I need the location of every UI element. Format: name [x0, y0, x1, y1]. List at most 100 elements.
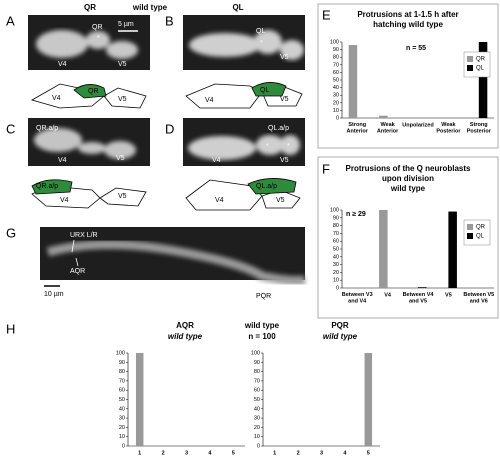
panel-note: n = 100	[248, 332, 276, 341]
y-tick-label: 60	[254, 388, 260, 394]
image-label: *	[97, 35, 100, 42]
bar	[364, 353, 373, 446]
y-tick-label: 20	[333, 100, 339, 106]
bar	[379, 115, 388, 118]
image-label: *	[260, 40, 263, 47]
legend-label: QR	[476, 225, 486, 231]
legend-swatch	[467, 233, 473, 239]
legend-swatch	[467, 65, 473, 71]
micrograph	[40, 227, 306, 287]
y-tick-label: 70	[333, 62, 339, 68]
image-label: QL	[256, 28, 265, 35]
image-label: V4	[58, 61, 67, 68]
legend-label: QL	[476, 234, 485, 240]
bar	[135, 353, 144, 446]
micrograph	[183, 15, 305, 70]
x-tick-label: V5	[445, 292, 452, 298]
x-tick-label: 4	[343, 450, 347, 456]
y-tick-label: 70	[333, 231, 339, 237]
y-tick-label: 50	[333, 77, 339, 83]
image-label: *	[266, 143, 269, 150]
panel-frame	[317, 3, 499, 149]
y-tick-label: 90	[119, 360, 125, 366]
y-tick-label: 60	[333, 70, 339, 76]
chart-subtitle: wild type	[168, 332, 203, 341]
cartoon	[185, 178, 301, 211]
cartoon-label: V4	[52, 95, 61, 102]
y-tick-label: 50	[119, 397, 125, 403]
cartoon-label: V4	[60, 197, 69, 204]
image-label: *	[287, 143, 290, 150]
panel-letter: E	[322, 7, 331, 22]
cartoon-label: QL	[260, 87, 269, 94]
y-tick-label: 30	[333, 262, 339, 268]
y-tick-label: 50	[254, 397, 260, 403]
panel-letter: A	[6, 13, 15, 28]
cartoon-label: QR	[88, 88, 99, 95]
y-tick-label: 0	[122, 443, 125, 449]
image-label: QL.a/p	[268, 125, 289, 132]
image-label: AQR	[70, 268, 85, 275]
image-label: V4	[212, 157, 221, 164]
y-tick-label: 100	[330, 207, 339, 213]
header-text: QR	[84, 3, 96, 12]
y-tick-label: 70	[119, 378, 125, 384]
image-label: QR	[92, 24, 103, 31]
panel-letter: C	[6, 121, 15, 136]
cartoon-label: QR.a/p	[36, 183, 58, 190]
x-tick-label: Between V5 and V6	[463, 292, 494, 305]
y-tick-label: 30	[333, 93, 339, 99]
cartoon-label: V5	[118, 193, 127, 200]
x-tick-label: V4	[384, 292, 392, 298]
y-tick-label: 10	[333, 108, 339, 114]
x-tick-label: Strong Posterior	[467, 122, 492, 135]
y-tick-label: 80	[119, 369, 125, 375]
image-label: V5	[280, 157, 289, 164]
bar	[379, 210, 388, 288]
y-tick-label: 0	[257, 443, 260, 449]
panel-letter: D	[165, 121, 174, 136]
y-tick-label: 100	[116, 350, 125, 356]
scale-label: 5 µm	[118, 21, 134, 28]
x-tick-label: Strong Anterior	[347, 122, 369, 135]
chart-subtitle: wild type	[323, 332, 358, 341]
image-label: V5	[280, 54, 289, 61]
y-tick-label: 40	[333, 254, 339, 260]
cartoon	[185, 82, 303, 109]
bar	[448, 211, 457, 288]
y-tick-label: 20	[254, 425, 260, 431]
x-tick-label: Weak Posterior	[436, 122, 461, 135]
cartoon-label: V4	[215, 197, 224, 204]
cartoon-label: V4	[205, 97, 214, 104]
y-tick-label: 30	[254, 416, 260, 422]
x-tick-label: 1	[273, 450, 276, 456]
y-tick-label: 60	[119, 388, 125, 394]
x-tick-label: 2	[297, 450, 300, 456]
micrograph	[28, 118, 150, 166]
x-tick-label: 3	[320, 450, 323, 456]
micrograph	[28, 15, 150, 70]
x-tick-label: Unpolarized	[402, 122, 433, 128]
y-tick-label: 10	[254, 434, 260, 440]
bar	[478, 42, 488, 118]
x-tick-label: 2	[162, 450, 165, 456]
y-tick-label: 20	[119, 425, 125, 431]
panel-frame	[317, 156, 499, 319]
y-tick-label: 80	[333, 223, 339, 229]
y-tick-label: 40	[333, 85, 339, 91]
y-tick-label: 50	[333, 246, 339, 252]
x-tick-label: Between V4 and V5	[403, 292, 435, 305]
y-tick-label: 30	[119, 416, 125, 422]
image-label: V5	[116, 155, 125, 162]
x-tick-label: 3	[185, 450, 188, 456]
panel-letter: F	[322, 161, 330, 176]
y-tick-label: 20	[333, 270, 339, 276]
chart-title: PQR	[331, 321, 349, 330]
header-text: wild type	[132, 3, 168, 12]
y-tick-label: 0	[336, 115, 339, 121]
cartoon	[31, 179, 147, 209]
cartoon-label: QL.a/p	[256, 183, 277, 190]
y-tick-label: 80	[333, 55, 339, 61]
y-tick-label: 90	[333, 47, 339, 53]
x-tick-label: 5	[367, 450, 370, 456]
